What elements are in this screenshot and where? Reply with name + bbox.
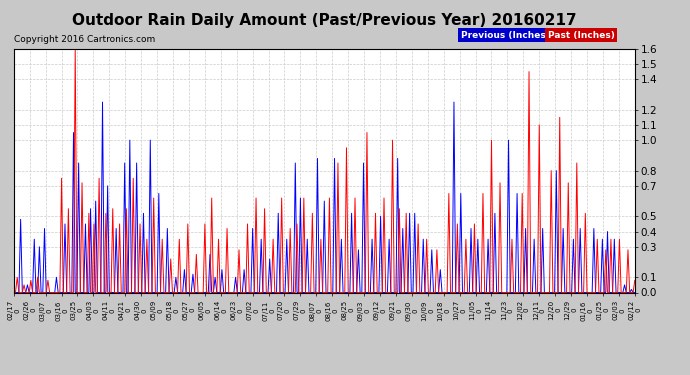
- Text: Previous (Inches): Previous (Inches): [461, 31, 550, 40]
- Title: Outdoor Rain Daily Amount (Past/Previous Year) 20160217: Outdoor Rain Daily Amount (Past/Previous…: [72, 13, 577, 28]
- Text: Past (Inches): Past (Inches): [548, 31, 615, 40]
- Text: Copyright 2016 Cartronics.com: Copyright 2016 Cartronics.com: [14, 35, 155, 44]
